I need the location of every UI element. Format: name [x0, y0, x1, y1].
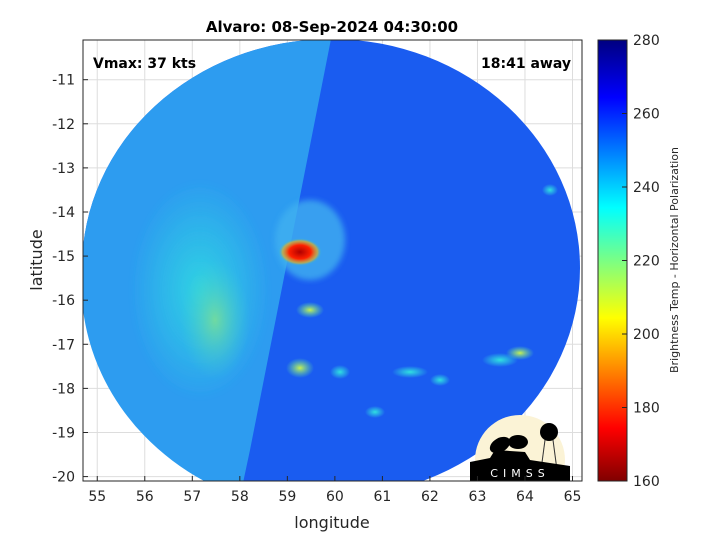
y-axis-label: latitude	[27, 229, 46, 290]
cimss-logo: CIMSS	[470, 415, 570, 481]
x-tick-label: 65	[564, 489, 582, 505]
colorbar-tick-label: 220	[633, 254, 660, 270]
x-tick-label: 57	[183, 489, 201, 505]
x-tick-label: 58	[231, 489, 249, 505]
x-tick-label: 56	[136, 489, 154, 505]
y-tick-label: -14	[52, 205, 75, 221]
colorbar-tick-label: 160	[633, 474, 660, 490]
plot-area: CIMSS	[83, 40, 582, 481]
brightness-temperature-swath	[83, 40, 580, 481]
logo-text: CIMSS	[490, 467, 549, 480]
x-axis: 55 56 57 58 59 60 61 62 63 64 65	[88, 476, 581, 505]
vmax-annotation: Vmax: 37 kts	[93, 56, 196, 72]
colorbar-ticks: 160 180 200 220 240 260 280	[622, 33, 660, 490]
x-tick-label: 64	[516, 489, 534, 505]
colorbar-tick-label: 280	[633, 33, 660, 49]
plot-frame	[82, 39, 583, 482]
colorbar-tick-label: 260	[633, 107, 660, 123]
x-tick-label: 62	[421, 489, 439, 505]
colorbar-label: Brightness Temp - Horizontal Polarizatio…	[668, 147, 681, 373]
y-tick-label: -12	[52, 117, 75, 133]
y-tick-label: -13	[52, 161, 75, 177]
y-tick-label: -20	[52, 470, 75, 486]
x-tick-label: 59	[278, 489, 296, 505]
chart-title: Alvaro: 08-Sep-2024 04:30:00	[206, 18, 458, 36]
colorbar-tick-label: 200	[633, 327, 660, 343]
y-axis: -11 -12 -13 -14 -15 -16 -17 -18 -19 -20	[52, 73, 88, 486]
x-tick-label: 55	[88, 489, 106, 505]
colorbar-tick-label: 240	[633, 180, 660, 196]
x-tick-label: 61	[373, 489, 391, 505]
y-tick-label: -16	[52, 293, 75, 309]
time-offset-annotation: 18:41 away	[481, 56, 571, 72]
y-tick-label: -17	[52, 337, 75, 353]
x-tick-label: 60	[326, 489, 344, 505]
y-tick-label: -19	[52, 425, 75, 441]
y-tick-label: -11	[52, 73, 75, 89]
x-tick-label: 63	[469, 489, 487, 505]
y-tick-label: -15	[52, 249, 75, 265]
y-tick-label: -18	[52, 381, 75, 397]
x-axis-label: longitude	[294, 513, 369, 532]
colorbar-tick-label: 180	[633, 401, 660, 417]
